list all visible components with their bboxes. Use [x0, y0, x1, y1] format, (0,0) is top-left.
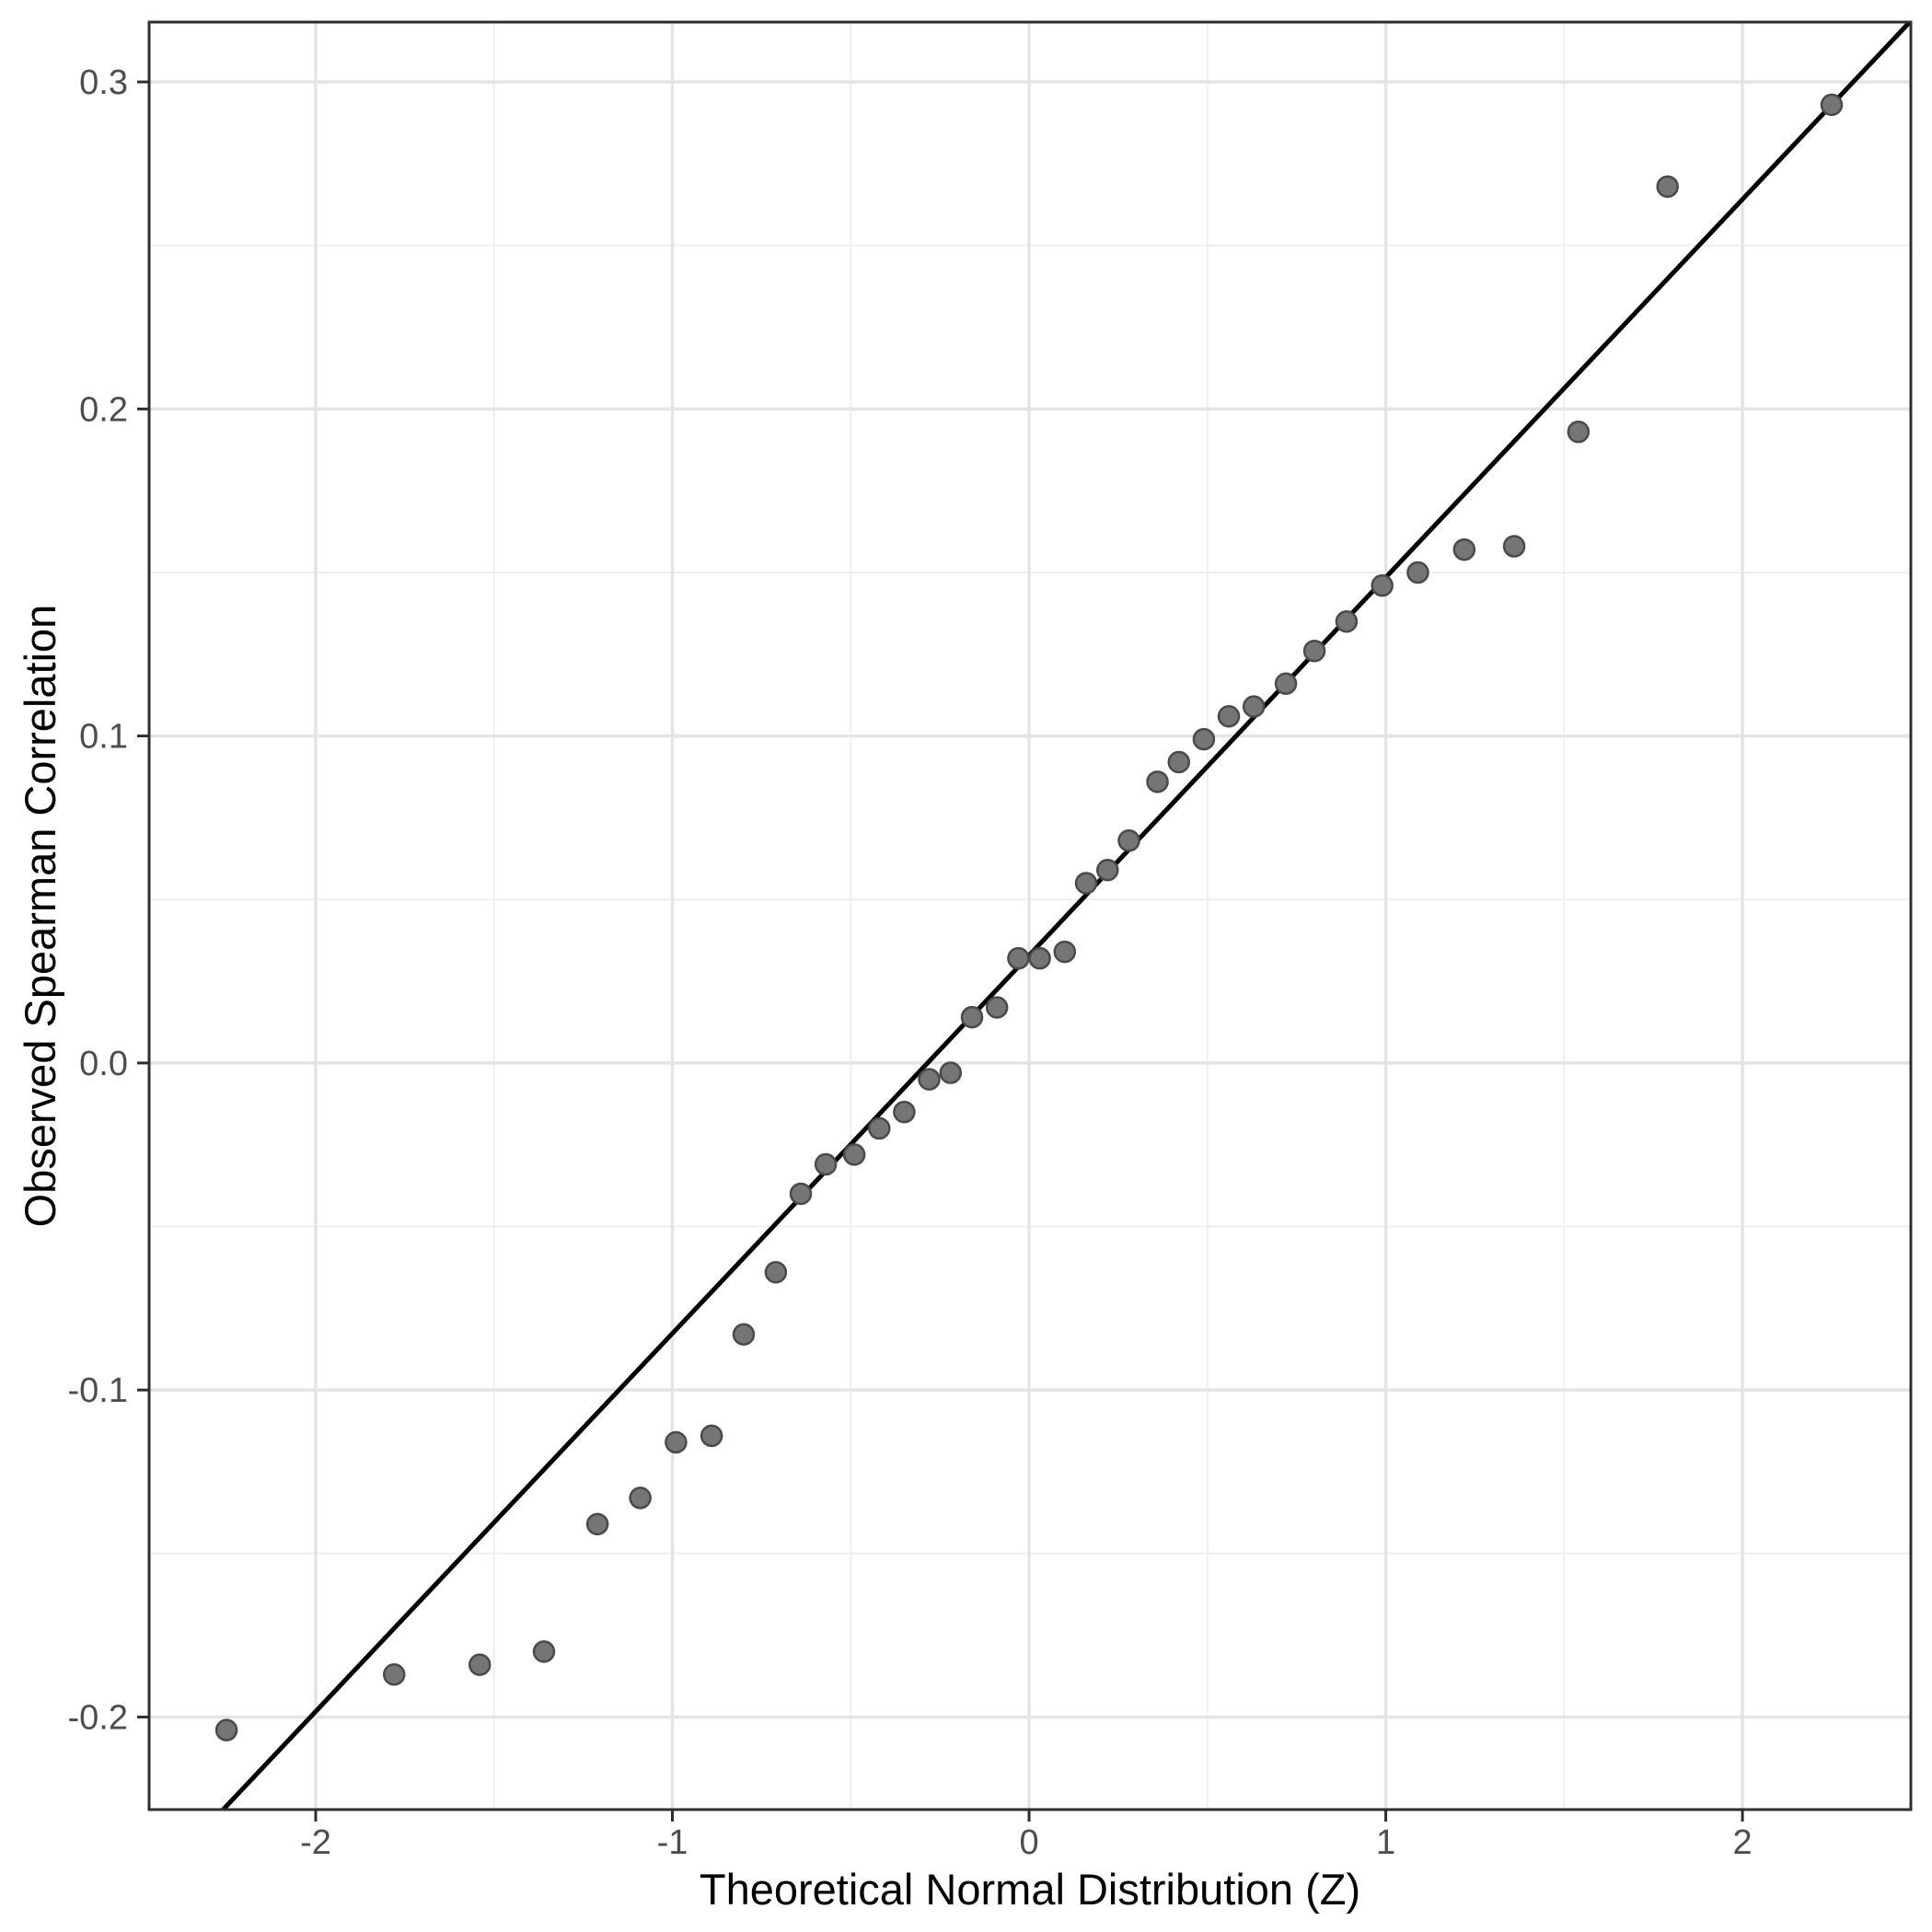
data-point	[665, 1430, 688, 1454]
data-point	[1217, 705, 1241, 728]
reference-line-group	[221, 20, 1912, 1811]
data-point	[1007, 946, 1030, 970]
data-point	[585, 1512, 609, 1536]
x-tick-label: -1	[657, 1823, 688, 1862]
y-tick-label: -0.1	[68, 1371, 128, 1410]
x-tick-label: 0	[1019, 1823, 1038, 1862]
data-point	[214, 1718, 238, 1741]
data-point	[1656, 175, 1679, 198]
data-point	[1335, 609, 1359, 633]
gridlines-major	[149, 22, 1911, 1810]
y-tick-label: 0.0	[79, 1045, 128, 1083]
data-point	[1096, 859, 1119, 882]
data-point	[764, 1261, 788, 1284]
data-point	[1074, 872, 1098, 895]
data-point	[1242, 695, 1266, 718]
data-point	[1406, 561, 1429, 584]
y-axis-title: Observed Spearman Correlation	[16, 605, 64, 1228]
data-point	[960, 1005, 984, 1029]
data-point	[918, 1068, 941, 1091]
axis-tick-labels: -2 -1 0 1 2 0.3 0.2 0.1 0.0 -0.1 -0.2	[68, 64, 1753, 1862]
data-point	[532, 1640, 556, 1663]
axis-tick-marks	[137, 80, 1744, 1822]
data-point	[700, 1424, 723, 1448]
data-point	[985, 996, 1009, 1019]
data-point	[1302, 639, 1326, 663]
data-point	[732, 1323, 756, 1347]
data-point	[789, 1182, 813, 1206]
data-point	[1371, 573, 1394, 597]
data-point	[868, 1116, 891, 1140]
data-point	[939, 1061, 963, 1084]
data-point	[468, 1653, 492, 1676]
data-point	[629, 1487, 652, 1510]
data-point	[1146, 770, 1169, 793]
data-point	[1117, 829, 1140, 852]
data-point	[1028, 946, 1051, 970]
qq-reference-line	[221, 20, 1912, 1811]
data-point	[1274, 672, 1298, 695]
y-tick-label: -0.2	[68, 1698, 128, 1737]
x-axis-title: Theoretical Normal Distribution (Z)	[700, 1865, 1360, 1914]
data-point	[814, 1152, 838, 1176]
scatter-points	[214, 93, 1844, 1741]
x-tick-label: 2	[1733, 1823, 1753, 1862]
data-point	[382, 1663, 406, 1686]
data-point	[1167, 750, 1191, 774]
data-point	[1502, 535, 1526, 558]
x-tick-label: -2	[300, 1823, 331, 1862]
data-point	[1192, 727, 1216, 751]
data-point	[842, 1143, 866, 1166]
y-tick-label: 0.1	[79, 718, 128, 757]
y-tick-label: 0.3	[79, 64, 128, 102]
data-point	[1053, 940, 1077, 964]
data-point	[1567, 420, 1591, 444]
data-point	[893, 1100, 916, 1124]
data-point	[1820, 93, 1844, 117]
x-tick-label: 1	[1376, 1823, 1395, 1862]
y-tick-label: 0.2	[79, 390, 128, 429]
data-point	[1452, 538, 1476, 561]
